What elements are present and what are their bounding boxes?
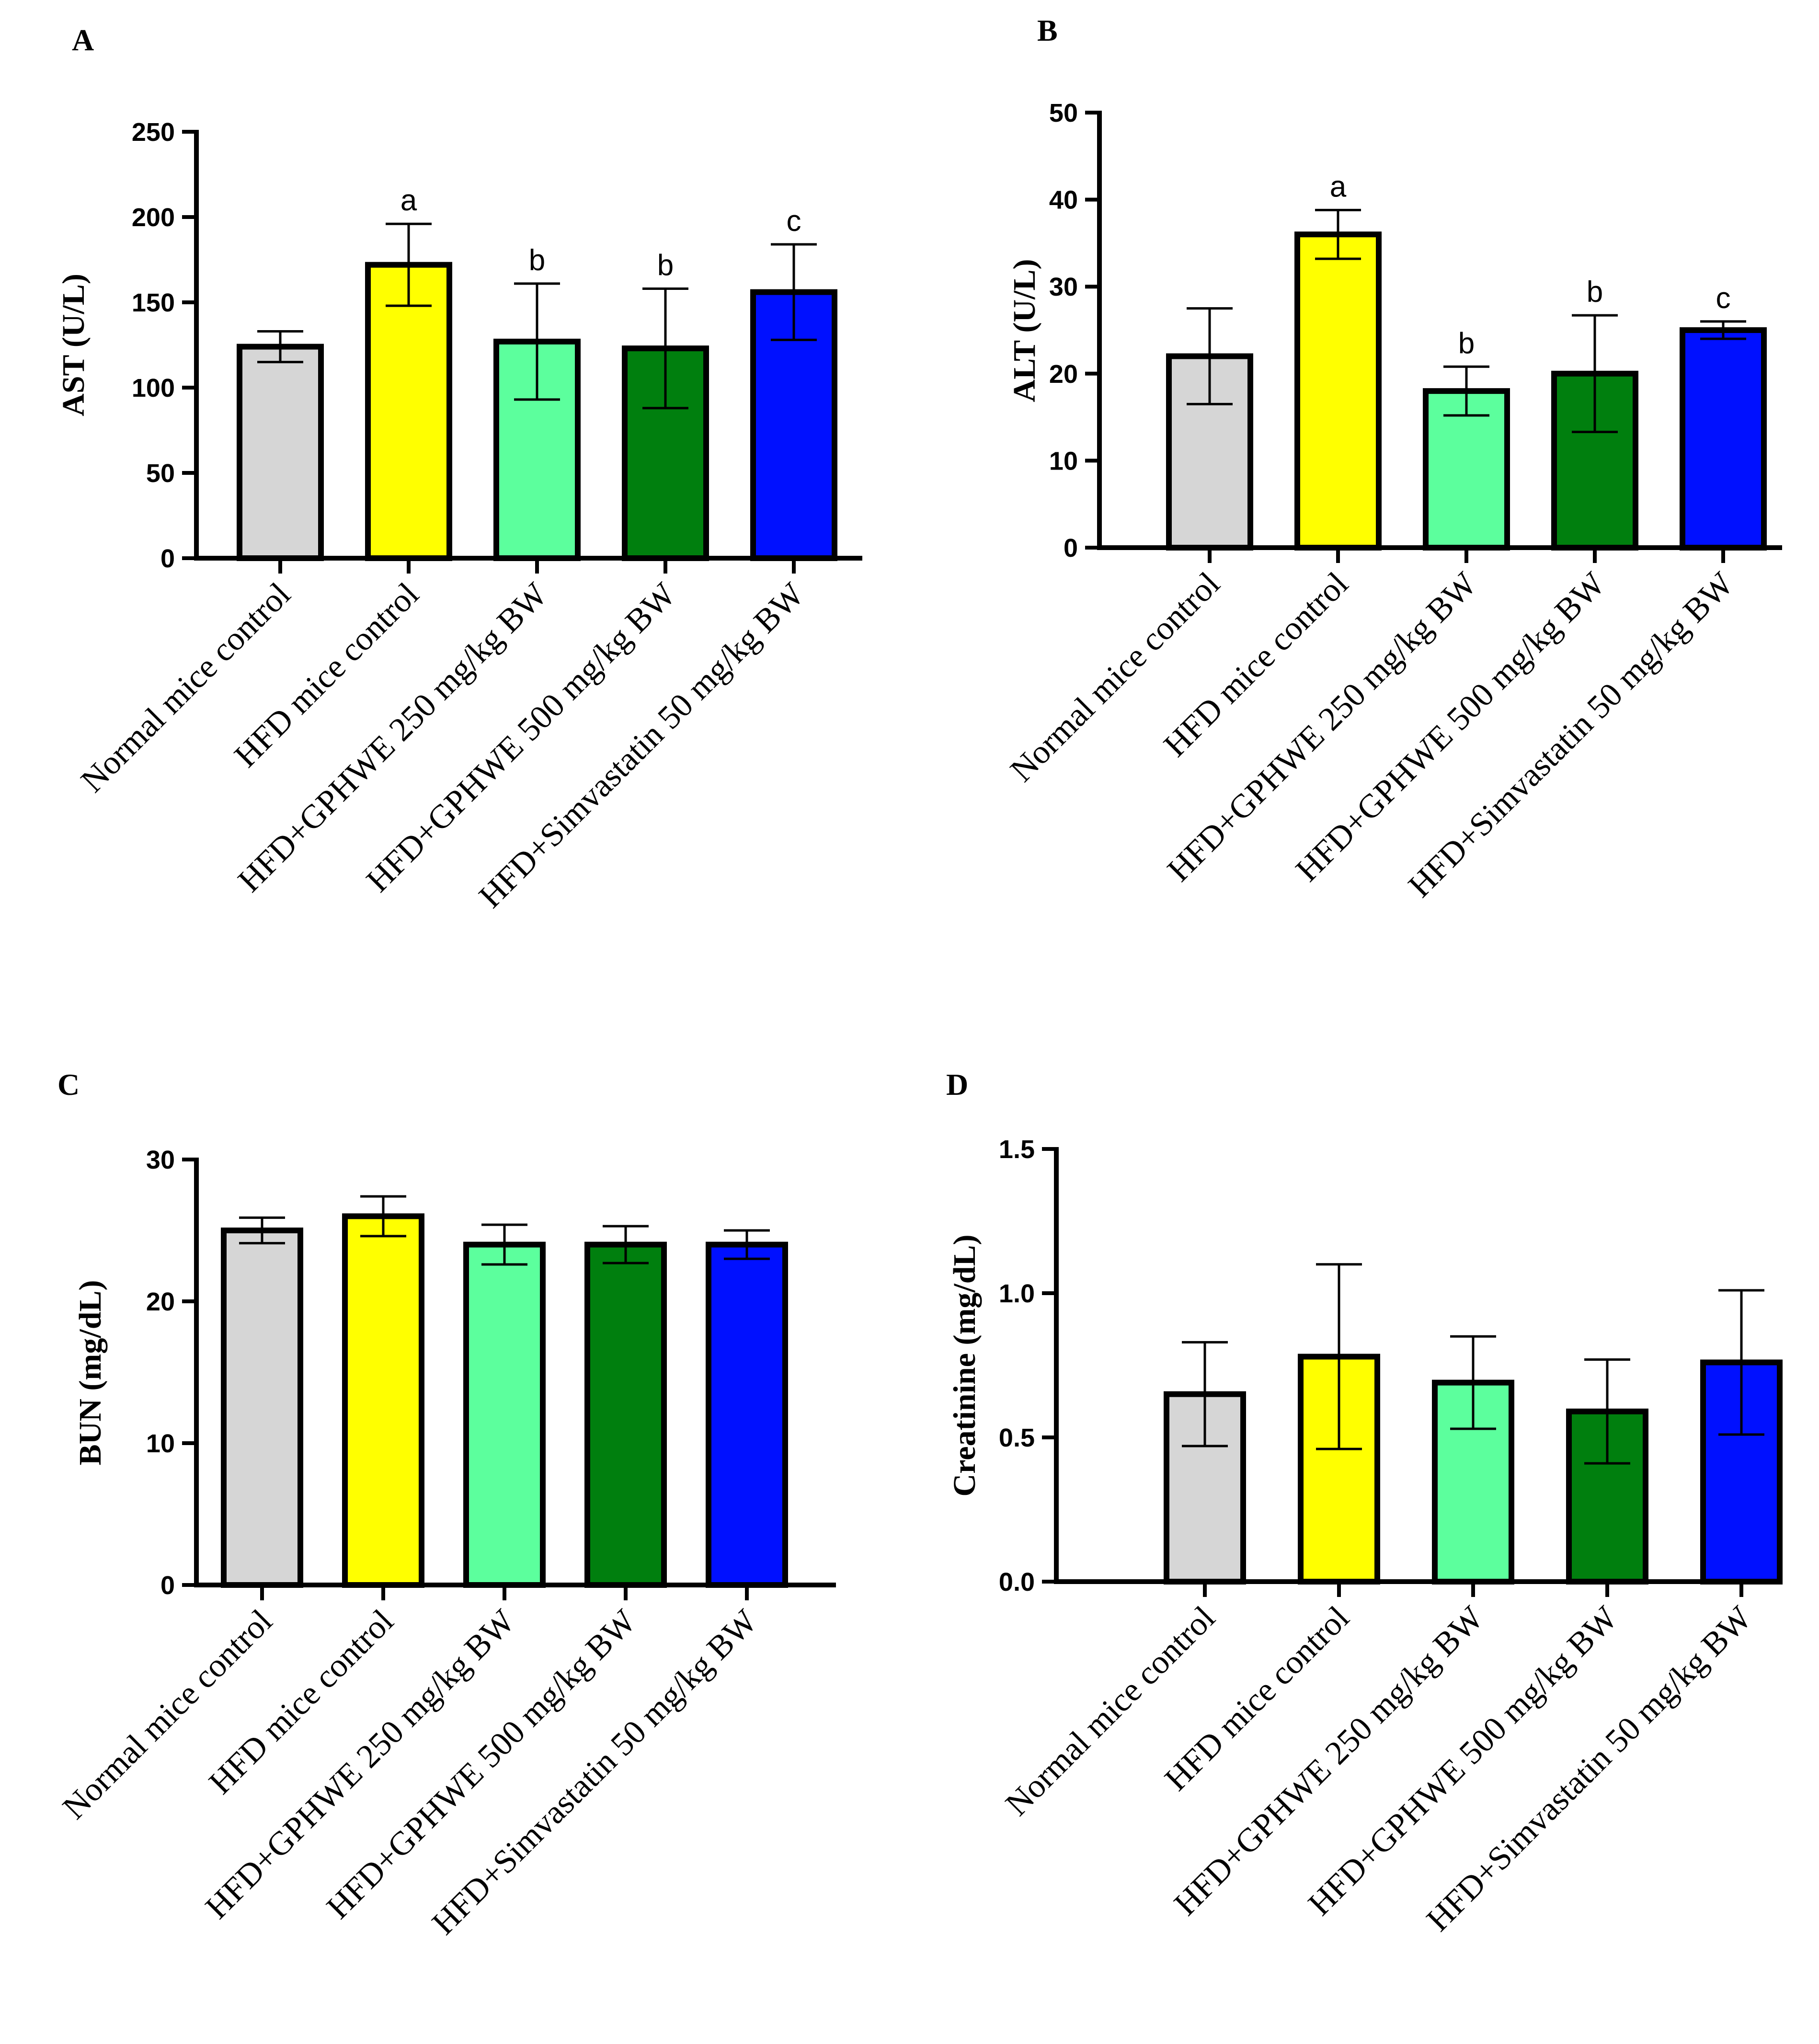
significance-letter: a (400, 184, 417, 217)
y-tick-label: 40 (1049, 186, 1078, 215)
y-tick-label: 1.5 (999, 1135, 1035, 1164)
bar (1680, 327, 1767, 551)
bar (1294, 231, 1382, 551)
y-tick-label: 0.5 (999, 1424, 1035, 1452)
bar (584, 1241, 667, 1588)
y-axis-title: Creatinine (mg/dL) (947, 1235, 982, 1497)
y-tick-label: 0 (160, 544, 175, 573)
panel-letter: B (1037, 13, 1058, 47)
y-tick-label: 20 (146, 1287, 175, 1316)
chart-panel-b: B ALT (U/L) 0 10 20 30 40 50 Normal mice control… (1004, 13, 1782, 905)
y-tick-label: 20 (1049, 360, 1078, 389)
panel-letter: C (57, 1068, 80, 1102)
y-axis-title: BUN (mg/dL) (73, 1280, 108, 1466)
y-tick-label: 100 (132, 374, 175, 402)
bar (221, 1228, 303, 1588)
significance-letter: b (529, 244, 545, 277)
y-tick-label: 0 (1064, 534, 1078, 563)
x-category-label: Normal mice control (74, 576, 298, 800)
y-tick-label: 1.0 (999, 1279, 1035, 1308)
bar (237, 344, 324, 561)
y-tick-label: 30 (146, 1146, 175, 1174)
y-tick-label: 250 (132, 118, 175, 147)
significance-letter: b (1458, 327, 1475, 360)
bar (706, 1241, 788, 1588)
bar (463, 1241, 546, 1588)
significance-letter: c (1716, 282, 1731, 315)
y-tick-label: 50 (146, 459, 175, 488)
x-category-label: Normal mice control (56, 1603, 280, 1826)
y-tick-label: 200 (132, 203, 175, 232)
y-tick-label: 0 (160, 1571, 175, 1600)
significance-letter: b (657, 249, 674, 282)
bar (1566, 1408, 1648, 1585)
bar (342, 1213, 424, 1588)
x-category-label: Normal mice control (1004, 565, 1227, 789)
significance-letter: b (1587, 276, 1603, 309)
bar (1423, 388, 1510, 551)
chart-panel-a: A AST (U/L) 0 50 100 150 200 250 Normal mice con… (56, 23, 862, 915)
y-tick-label: 10 (1049, 447, 1078, 475)
y-axis-title: ALT (U/L) (1007, 259, 1042, 402)
significance-letter: c (787, 205, 801, 238)
y-tick-label: 0.0 (999, 1568, 1035, 1596)
y-tick-label: 50 (1049, 99, 1078, 127)
bar (365, 262, 452, 561)
panel-letter: D (946, 1068, 968, 1102)
significance-letter: a (1330, 170, 1347, 203)
y-tick-label: 10 (146, 1429, 175, 1458)
panel-letter: A (72, 23, 94, 57)
y-tick-label: 30 (1049, 273, 1078, 301)
y-axis-title: AST (U/L) (56, 274, 91, 416)
y-tick-label: 150 (132, 288, 175, 317)
